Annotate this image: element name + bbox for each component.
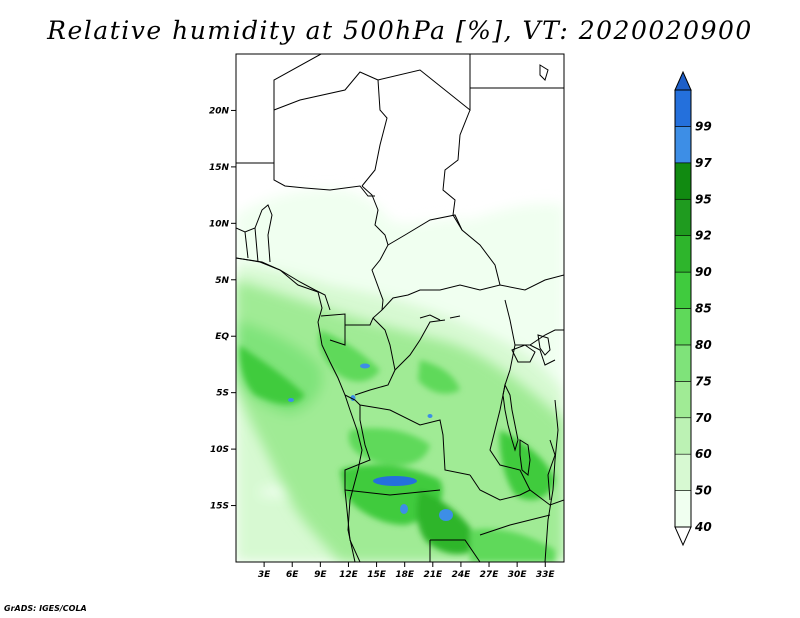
colorbar-label: 90 xyxy=(695,265,712,279)
lat-tick-label: 5N xyxy=(215,276,229,286)
lon-tick-label: 21E xyxy=(423,570,443,580)
lat-tick-label: 20N xyxy=(209,106,230,116)
colorbar-swatch xyxy=(674,417,692,455)
latitude-ticks: 20N 15N 10N 5N EQ 5S 10S 15S xyxy=(209,106,236,512)
colorbar-swatch xyxy=(674,453,692,491)
lake-tanganyika xyxy=(502,383,519,452)
humidity-95-patches xyxy=(288,363,453,521)
colorbar-swatch xyxy=(674,271,692,309)
colorbar-bottom-triangle xyxy=(674,526,692,547)
colorbar-label: 92 xyxy=(695,229,712,243)
colorbar-swatch xyxy=(674,126,692,164)
map-title: Relative humidity at 500hPa [%], VT: 202… xyxy=(47,16,753,45)
colorbar-swatch xyxy=(674,381,692,419)
humidity-field xyxy=(236,54,564,562)
colorbar-swatch xyxy=(674,89,692,127)
colorbar-label: 97 xyxy=(695,156,712,170)
lon-tick-label: 6E xyxy=(286,570,299,580)
lon-tick-label: 24E xyxy=(452,570,472,580)
colorbar-label: 50 xyxy=(695,484,712,498)
lat-tick-label: 5S xyxy=(216,389,229,399)
colorbar-label: 99 xyxy=(695,119,712,133)
colorbar-swatch xyxy=(674,490,692,528)
lat-tick-label: EQ xyxy=(215,332,229,342)
lat-tick-label: 15S xyxy=(210,502,229,512)
colorbar-swatch xyxy=(674,308,692,346)
colorbar-label: 95 xyxy=(695,192,712,206)
colorbar-label: 60 xyxy=(695,447,712,461)
lon-tick-label: 33E xyxy=(536,570,556,580)
lon-tick-label: 12E xyxy=(339,570,359,580)
lon-tick-label: 3E xyxy=(258,570,271,580)
lake-victoria xyxy=(511,344,536,363)
lon-tick-label: 15E xyxy=(367,570,387,580)
lat-tick-label: 10S xyxy=(210,445,229,455)
humidity-80-zone xyxy=(239,330,555,562)
colorbar-label: 70 xyxy=(695,411,712,425)
colorbar-swatch xyxy=(674,235,692,273)
colorbar-top-triangle xyxy=(674,70,692,91)
colorbar-frame xyxy=(674,89,692,528)
lat-tick-label: 10N xyxy=(209,219,230,229)
lat-tick-label: 15N xyxy=(209,163,230,173)
colorbar-swatch xyxy=(674,198,692,236)
colorbar-swatch xyxy=(674,344,692,382)
colorbar-label: 40 xyxy=(694,520,712,534)
country-borders xyxy=(236,54,564,562)
lon-tick-label: 18E xyxy=(395,570,415,580)
colorbar: 40 50 60 70 75 80 85 90 92 95 97 99 xyxy=(674,70,712,547)
colorbar-swatch xyxy=(674,162,692,200)
lon-tick-label: 30E xyxy=(508,570,528,580)
grads-credit: GrADS: IGES/COLA xyxy=(4,604,87,613)
map-frame xyxy=(235,53,565,563)
colorbar-label: 80 xyxy=(695,338,712,352)
coastlines xyxy=(236,64,559,562)
lon-tick-label: 27E xyxy=(480,570,500,580)
colorbar-label: 85 xyxy=(695,302,712,316)
lake-malawi xyxy=(519,439,531,476)
longitude-ticks: 3E 6E 9E 12E 15E 18E 21E 24E 27E 30E 33E xyxy=(258,562,556,580)
colorbar-label: 75 xyxy=(695,374,712,388)
lon-tick-label: 9E xyxy=(314,570,327,580)
